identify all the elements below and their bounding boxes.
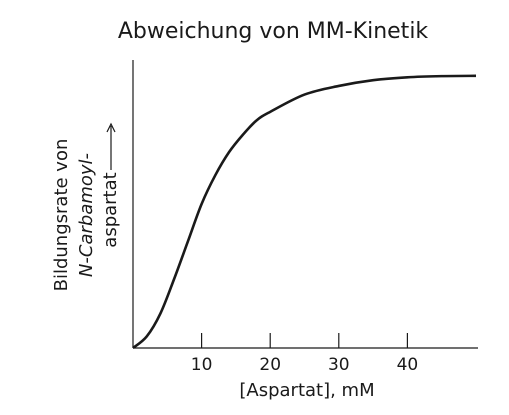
curve (132, 74, 477, 350)
x-tick-label: 40 (397, 355, 419, 375)
x-tick-label: 20 (259, 355, 281, 375)
x-tick-label: 10 (191, 355, 213, 375)
y-axis-label: aspartat (100, 172, 121, 247)
chart-title: Abweichung von MM-Kinetik (118, 19, 429, 44)
y-axis-label: N-Carbamoyl- (76, 153, 97, 277)
x-axis-label: [Aspartat], mM (239, 380, 374, 401)
y-axis-label: Bildungsrate von (51, 139, 72, 292)
x-tick-label: 30 (328, 355, 350, 375)
y-axis-arrowhead (106, 122, 116, 133)
